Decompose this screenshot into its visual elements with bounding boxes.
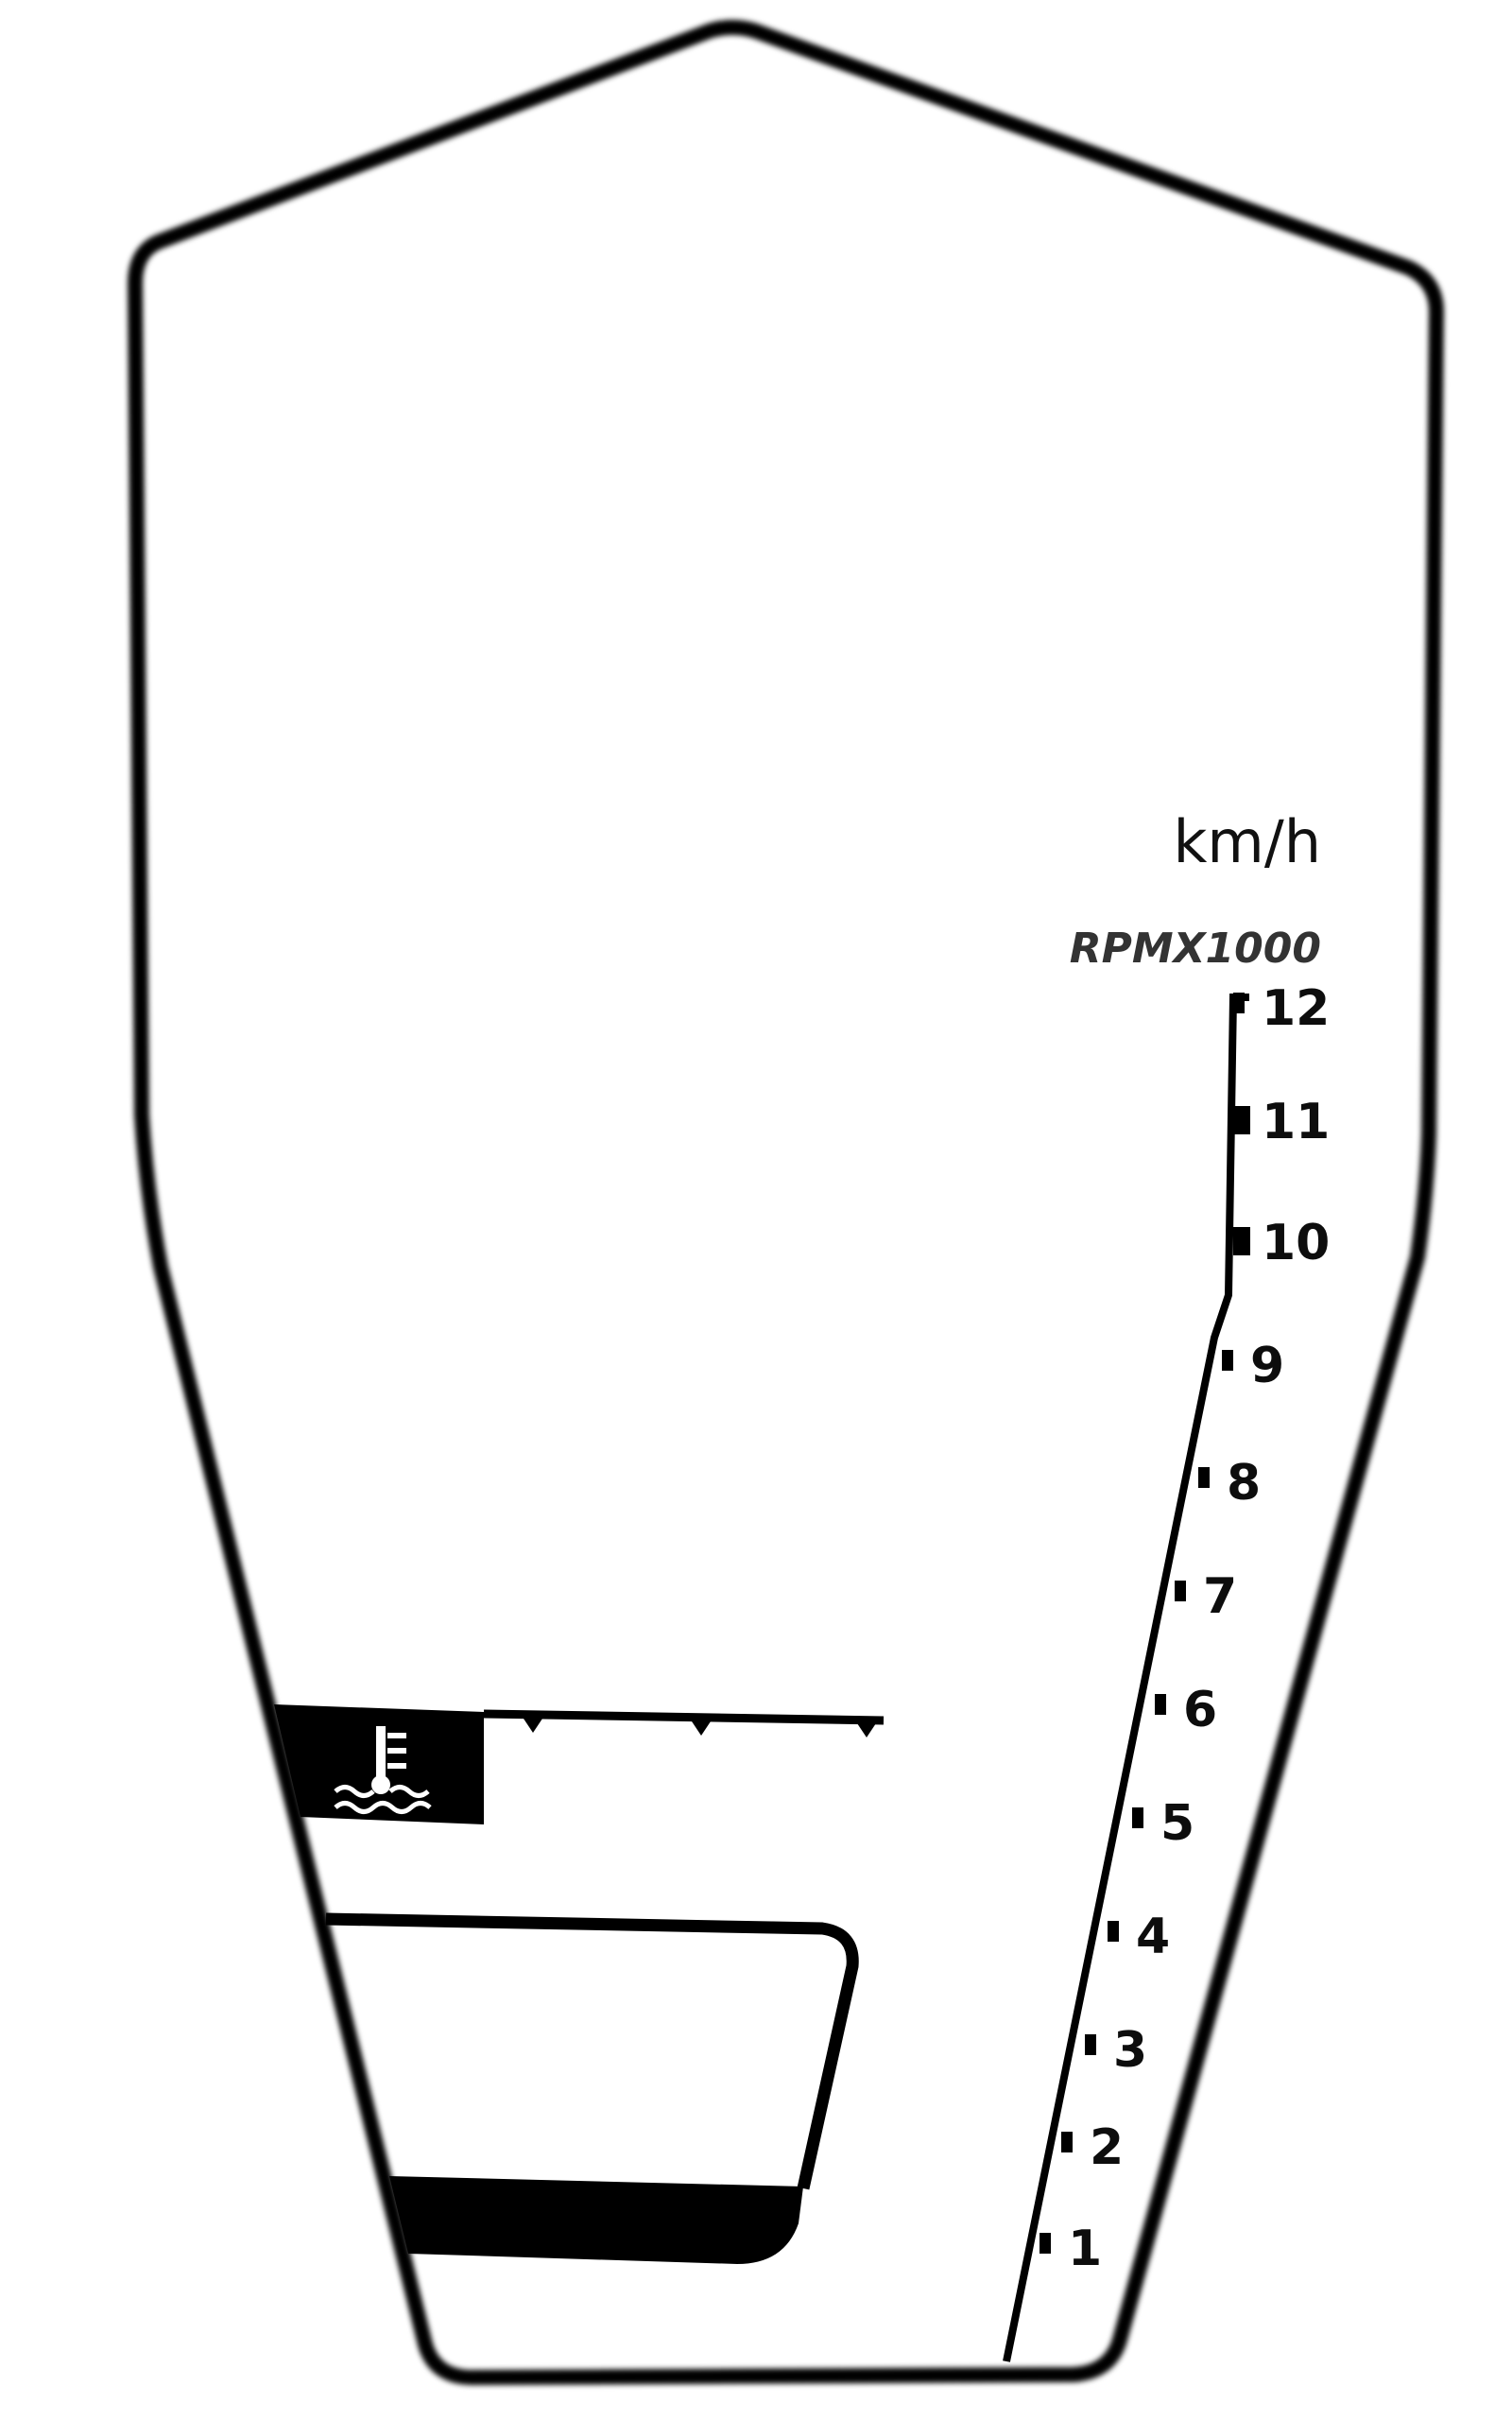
- rpm-tick-mark-1: [1040, 2233, 1051, 2254]
- rpm-tick-label-10: 10: [1262, 1215, 1330, 1271]
- rpm-tick-mark-5: [1132, 1807, 1143, 1828]
- rpm-tick-mark-10: [1233, 1227, 1250, 1255]
- rpm-tick-mark-6: [1155, 1694, 1166, 1715]
- speed-unit-label: km/h: [1174, 807, 1321, 876]
- fuel-gauge-outline: [325, 1912, 859, 2190]
- fuel-gauge-fill: [389, 2176, 803, 2264]
- dashboard-frame: [127, 20, 1445, 2386]
- fuel-gauge: [325, 1912, 859, 2264]
- coolant-temperature-gauge: [274, 1704, 885, 1824]
- rpm-tick-label-5: 5: [1160, 1795, 1194, 1852]
- rpm-tick-mark-8: [1198, 1467, 1210, 1488]
- rpm-tick-label-6: 6: [1183, 1682, 1217, 1738]
- rpm-tick-label-7: 7: [1203, 1568, 1237, 1625]
- rpm-tick-label-1: 1: [1068, 2221, 1102, 2277]
- rpm-tick-label-8: 8: [1227, 1455, 1261, 1512]
- rpm-tick-label-12: 12: [1262, 980, 1330, 1037]
- coolant-scale-markers: [522, 1716, 878, 1737]
- rpm-tick-mark-2: [1061, 2132, 1073, 2152]
- rpm-tick-mark-3: [1085, 2034, 1096, 2055]
- rpm-tick-mark-9: [1222, 1350, 1233, 1371]
- coolant-scale-line: [483, 1709, 885, 1725]
- rpm-tick-label-3: 3: [1113, 2022, 1147, 2079]
- rpm-tick-label-11: 11: [1262, 1094, 1330, 1150]
- rpm-tick-label-9: 9: [1250, 1338, 1284, 1394]
- rpm-tick-mark-11: [1233, 1106, 1250, 1134]
- rpm-tick-mark-4: [1108, 1921, 1119, 1942]
- rpm-tick-mark-7: [1175, 1581, 1186, 1601]
- rpm-tick-mark-12: [1233, 993, 1245, 1013]
- rpm-tick-label-2: 2: [1090, 2119, 1124, 2176]
- tachometer-scale-line: [1003, 994, 1249, 2362]
- coolant-temperature-icon: [334, 1726, 432, 1814]
- rpm-tick-label-4: 4: [1136, 1909, 1170, 1965]
- rpm-unit-label: RPMX1000: [1070, 925, 1321, 973]
